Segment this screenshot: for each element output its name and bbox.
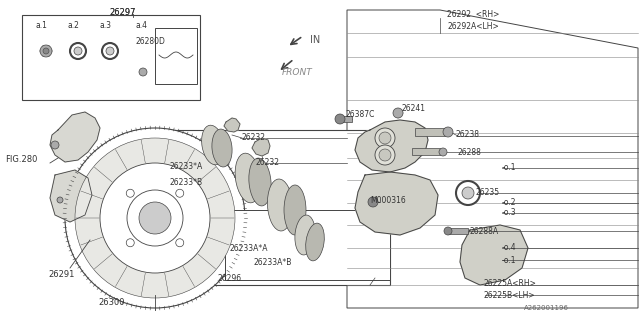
- Text: 26233A*B: 26233A*B: [254, 258, 292, 267]
- Text: 26235: 26235: [476, 188, 500, 197]
- Bar: [225, 210, 390, 280]
- Polygon shape: [50, 170, 92, 222]
- Polygon shape: [46, 51, 52, 56]
- Circle shape: [70, 43, 86, 59]
- Circle shape: [176, 239, 184, 247]
- Text: 26292  <RH>: 26292 <RH>: [447, 10, 499, 19]
- Circle shape: [443, 127, 453, 137]
- Polygon shape: [252, 138, 270, 156]
- Ellipse shape: [202, 125, 225, 165]
- Circle shape: [462, 187, 474, 199]
- Text: FRONT: FRONT: [282, 68, 313, 77]
- Text: 26233*B: 26233*B: [170, 178, 203, 187]
- Circle shape: [126, 239, 134, 247]
- Text: 26296: 26296: [218, 274, 242, 283]
- Text: 26232: 26232: [242, 133, 266, 142]
- Polygon shape: [43, 51, 49, 56]
- Text: -o.1: -o.1: [502, 163, 516, 172]
- Text: 26300: 26300: [99, 298, 125, 307]
- Text: a.4: a.4: [136, 21, 148, 30]
- Text: a.3: a.3: [100, 21, 112, 30]
- Text: 26291: 26291: [48, 270, 74, 279]
- Text: 26288A: 26288A: [470, 227, 499, 236]
- Ellipse shape: [268, 179, 292, 231]
- Polygon shape: [347, 10, 638, 308]
- Bar: [448, 228, 468, 234]
- Circle shape: [139, 202, 171, 234]
- Circle shape: [51, 141, 59, 149]
- Circle shape: [368, 197, 378, 207]
- Bar: [22, 15, 200, 100]
- Text: 26225B<LH>: 26225B<LH>: [484, 291, 536, 300]
- Bar: [412, 148, 440, 155]
- Circle shape: [375, 128, 395, 148]
- Circle shape: [74, 47, 82, 55]
- Text: 26225A<RH>: 26225A<RH>: [484, 279, 537, 288]
- Polygon shape: [460, 225, 528, 285]
- Text: 26297: 26297: [109, 8, 136, 17]
- Text: 26241: 26241: [402, 104, 426, 113]
- Polygon shape: [40, 46, 46, 51]
- Circle shape: [176, 189, 184, 197]
- Circle shape: [379, 149, 391, 161]
- Circle shape: [126, 189, 134, 197]
- Circle shape: [393, 108, 403, 118]
- Text: 26292A<LH>: 26292A<LH>: [447, 22, 499, 31]
- Ellipse shape: [235, 153, 261, 203]
- Circle shape: [439, 148, 447, 156]
- Circle shape: [43, 48, 49, 54]
- Circle shape: [102, 43, 118, 59]
- Text: 26297: 26297: [109, 8, 136, 17]
- Circle shape: [65, 128, 245, 308]
- Polygon shape: [50, 112, 100, 162]
- Text: 26233A*A: 26233A*A: [230, 244, 269, 253]
- Text: 26387C: 26387C: [345, 110, 374, 119]
- Text: -o.2: -o.2: [502, 198, 516, 207]
- Bar: [415, 128, 445, 136]
- Ellipse shape: [306, 223, 324, 261]
- Text: -o.4: -o.4: [502, 243, 516, 252]
- Text: a.2: a.2: [68, 21, 80, 30]
- Polygon shape: [355, 120, 428, 172]
- Text: IN: IN: [310, 35, 320, 45]
- Text: 26288: 26288: [458, 148, 482, 157]
- Text: M000316: M000316: [370, 196, 406, 205]
- Polygon shape: [40, 51, 46, 56]
- Circle shape: [139, 68, 147, 76]
- Circle shape: [456, 181, 480, 205]
- Ellipse shape: [249, 158, 271, 206]
- Bar: [340, 116, 352, 122]
- Circle shape: [127, 190, 183, 246]
- Polygon shape: [46, 46, 52, 51]
- Text: A262001196: A262001196: [524, 305, 569, 311]
- Circle shape: [379, 132, 391, 144]
- Bar: [168, 130, 390, 285]
- Bar: [155, 28, 197, 84]
- Text: FIG.280: FIG.280: [5, 155, 37, 164]
- Circle shape: [100, 163, 210, 273]
- Circle shape: [75, 138, 235, 298]
- Polygon shape: [224, 118, 240, 132]
- Text: -o.1: -o.1: [502, 256, 516, 265]
- Text: 26233*A: 26233*A: [170, 162, 204, 171]
- Circle shape: [106, 47, 114, 55]
- Text: -o.3: -o.3: [502, 208, 516, 217]
- Polygon shape: [43, 46, 49, 51]
- Text: 26280D: 26280D: [136, 37, 166, 46]
- Circle shape: [335, 114, 345, 124]
- Text: a.1: a.1: [36, 21, 48, 30]
- Circle shape: [444, 227, 452, 235]
- Polygon shape: [355, 172, 438, 235]
- Circle shape: [375, 145, 395, 165]
- Ellipse shape: [284, 185, 306, 235]
- Text: 26238: 26238: [455, 130, 479, 139]
- Circle shape: [57, 197, 63, 203]
- Ellipse shape: [295, 215, 315, 255]
- Ellipse shape: [212, 129, 232, 167]
- Text: 26232: 26232: [255, 158, 279, 167]
